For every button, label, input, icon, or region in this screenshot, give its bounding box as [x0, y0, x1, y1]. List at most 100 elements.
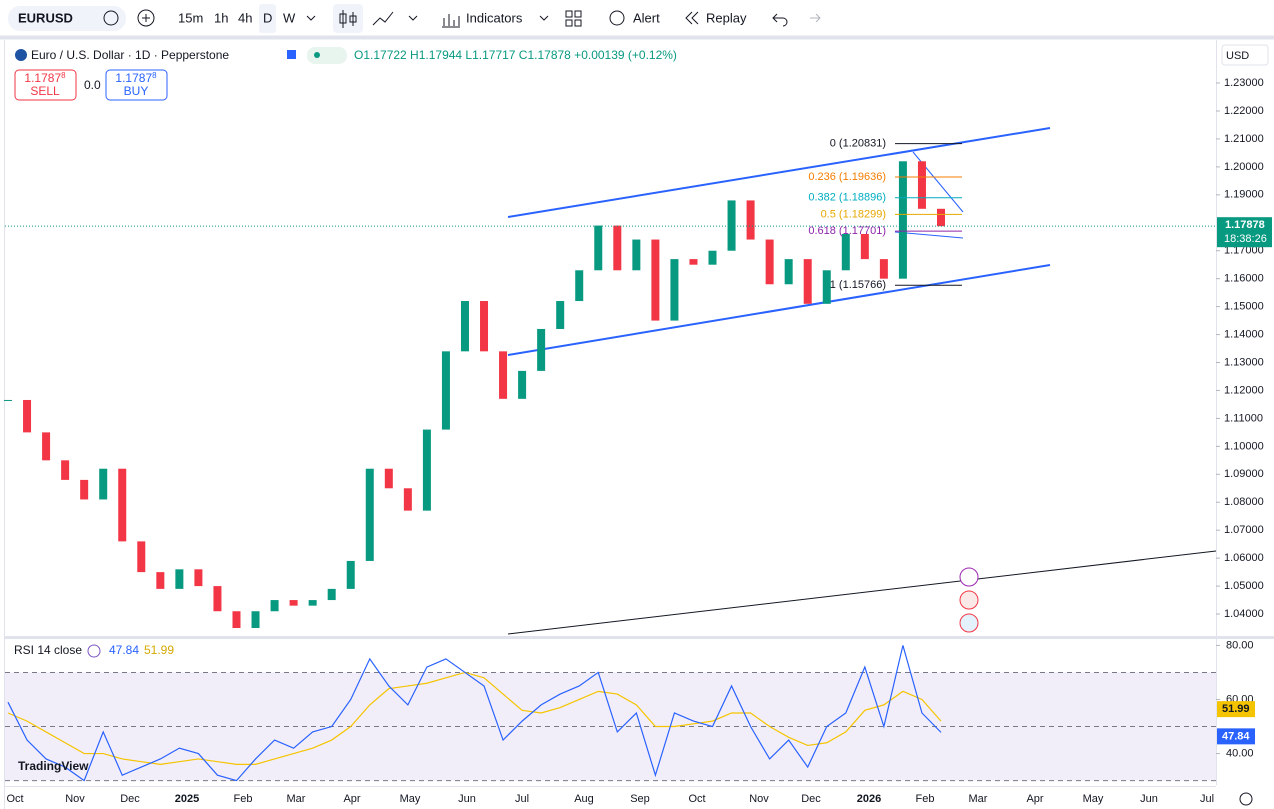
- candle: [327, 588, 336, 601]
- countdown: 18:38:26: [1224, 233, 1267, 245]
- indicators-button[interactable]: Indicators: [466, 10, 523, 25]
- sell-button[interactable]: [14, 69, 77, 101]
- channel-lower[interactable]: [507, 264, 1051, 356]
- buy-button[interactable]: [105, 69, 168, 101]
- candle: [384, 468, 393, 489]
- channel-upper[interactable]: [507, 127, 1051, 218]
- symbol-logo: [15, 49, 27, 61]
- interval[interactable]: 1h: [214, 10, 228, 25]
- y-tick-label: 1.06000: [1224, 552, 1264, 564]
- chart-type[interactable]: [333, 4, 363, 33]
- compare-icon[interactable]: [103, 10, 119, 26]
- x-tick-label: Apr: [343, 793, 360, 805]
- x-tick-label: 2025: [175, 793, 199, 805]
- candle: [860, 233, 869, 260]
- symbol-search[interactable]: [8, 6, 126, 31]
- x-tick-label: Jun: [458, 793, 476, 805]
- candle: [784, 259, 793, 285]
- undo[interactable]: [772, 13, 788, 27]
- sell-price[interactable]: 1.17878: [24, 71, 66, 85]
- candle: [556, 301, 565, 329]
- candle: [137, 541, 146, 573]
- add-symbol[interactable]: [137, 9, 155, 27]
- event-icon[interactable]: [959, 590, 979, 610]
- pip: 8: [152, 71, 157, 80]
- y-tick-label: 1.12000: [1224, 384, 1264, 396]
- redo[interactable]: [810, 13, 821, 23]
- y-tick-label: 1.09000: [1224, 468, 1264, 480]
- symbol[interactable]: EURUSD: [18, 10, 73, 25]
- candle: [251, 611, 260, 629]
- x-tick-label: Oct: [688, 793, 705, 805]
- menu[interactable]: [539, 15, 549, 21]
- ohlc: O1.17722 H1.17944 L1.17717 C1.17878 +0.0…: [354, 48, 677, 62]
- sell-label[interactable]: SELL: [30, 84, 60, 98]
- layouts[interactable]: [565, 10, 582, 27]
- replay-icon: [685, 11, 699, 25]
- rsi-line: [7, 671, 942, 765]
- interval-menu[interactable]: [306, 15, 316, 21]
- drawing-icon[interactable]: [372, 11, 394, 26]
- candle: [156, 572, 165, 589]
- candle-icon: [339, 10, 357, 28]
- x-tick-label: Oct: [6, 793, 23, 805]
- y-tick-label: 1.23000: [1224, 77, 1264, 89]
- currency-box[interactable]: [1221, 44, 1269, 66]
- candle: [61, 460, 70, 480]
- x-tick-label: Feb: [916, 793, 935, 805]
- currency[interactable]: USD: [1226, 50, 1249, 62]
- y-tick-label: 80.00: [1226, 639, 1254, 651]
- candle: [727, 200, 736, 251]
- candle: [270, 600, 279, 612]
- event-icon[interactable]: [959, 567, 979, 587]
- interval-group: 15m 1h 4h D W: [178, 4, 296, 33]
- settings-icon: [87, 644, 101, 658]
- y-tick-label: 1.20000: [1224, 161, 1264, 173]
- interval[interactable]: 4h: [238, 10, 252, 25]
- candle: [708, 250, 717, 265]
- x-tick-label: Mar: [287, 793, 306, 805]
- alert-icon: [609, 10, 625, 26]
- candle: [689, 259, 698, 265]
- event-icon[interactable]: [959, 613, 979, 633]
- settings[interactable]: [1239, 792, 1253, 806]
- candle: [575, 270, 584, 302]
- active-interval: [259, 4, 276, 33]
- x-tick-label: Jul: [515, 793, 529, 805]
- buy-price[interactable]: 1.17878: [115, 71, 157, 85]
- alert-button[interactable]: Alert: [633, 10, 660, 25]
- fib-label: 0 (1.20831): [830, 138, 886, 150]
- candle: [613, 225, 622, 271]
- y-tick-label: 1.17000: [1224, 245, 1264, 257]
- interval[interactable]: 15m: [178, 10, 203, 25]
- toolbar: [0, 0, 1274, 37]
- candle: [4, 399, 12, 401]
- candle: [403, 488, 412, 511]
- last-price-box: [1217, 217, 1272, 248]
- fib-label: 1 (1.15766): [830, 279, 886, 291]
- x-tick-label: Dec: [801, 793, 821, 805]
- y-tick-label: 1.19000: [1224, 189, 1264, 201]
- candle: [594, 225, 603, 271]
- buy-label[interactable]: BUY: [124, 84, 149, 98]
- candle: [308, 600, 317, 606]
- indicators-icon: [442, 14, 460, 28]
- y-tick-label: 1.07000: [1224, 524, 1264, 536]
- menu[interactable]: [408, 15, 418, 21]
- interval[interactable]: W: [283, 10, 296, 25]
- x-tick-label: Apr: [1026, 793, 1043, 805]
- pip: 8: [61, 71, 66, 80]
- x-tick-label: Mar: [969, 793, 988, 805]
- market-status: [307, 47, 347, 64]
- fib-label: 0.5 (1.18299): [821, 208, 886, 220]
- plus: [142, 14, 150, 22]
- y-tick-label: 1.13000: [1224, 356, 1264, 368]
- ma-legend-value: 51.99: [144, 643, 174, 657]
- replay-button[interactable]: Replay: [706, 10, 747, 25]
- interval[interactable]: D: [263, 10, 272, 25]
- rsi-value-box: [1217, 701, 1255, 718]
- trend-line[interactable]: [507, 550, 1217, 635]
- flag[interactable]: [287, 50, 296, 59]
- candle: [537, 328, 546, 371]
